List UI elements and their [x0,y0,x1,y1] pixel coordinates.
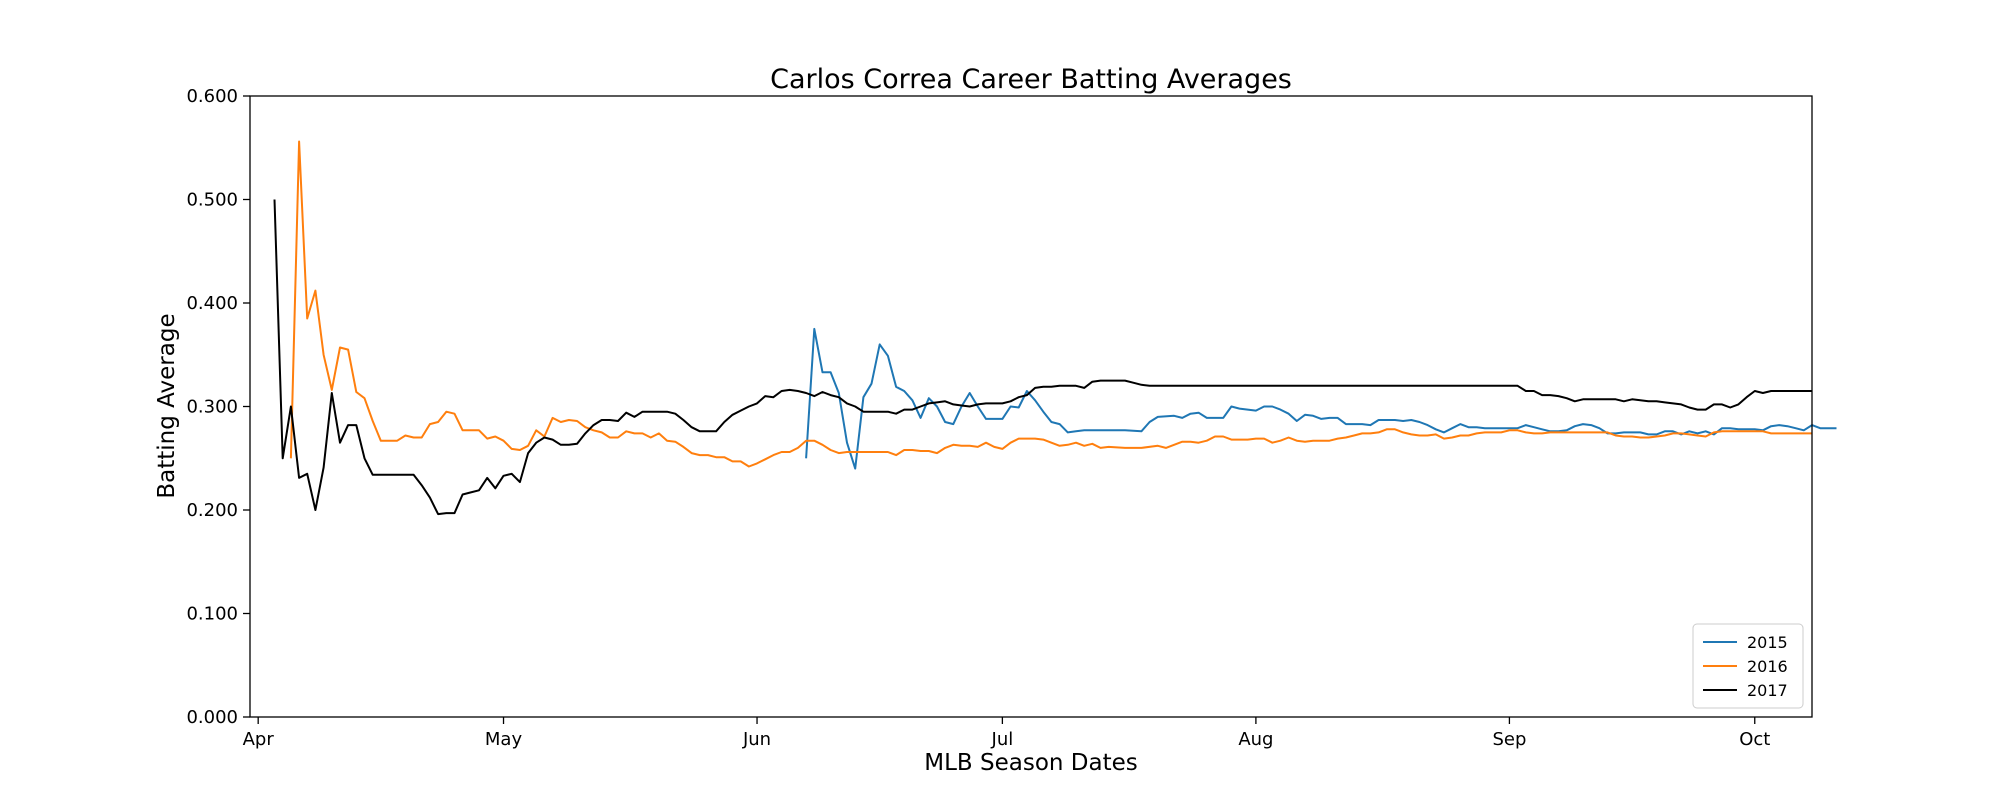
series-line-2017 [273,199,1812,516]
legend-label-2017: 2017 [1747,681,1788,700]
x-tick-label: Jul [991,729,1014,750]
y-tick-label: 0.600 [186,86,238,107]
y-tick-label: 0.100 [186,604,238,625]
legend-box [1692,623,1804,709]
x-tick-label: Jun [742,729,771,750]
x-tick-label: Oct [1739,729,1770,750]
y-tick-label: 0.300 [186,397,238,418]
plot-area [273,140,1837,516]
y-tick-label: 0.000 [186,707,238,728]
chart-title: Carlos Correa Career Batting Averages [770,64,1292,95]
series-line-2016 [289,140,1812,468]
legend: 2015 2016 2017 [1692,623,1804,709]
x-tick-label: Sep [1492,729,1526,750]
legend-label-2016: 2016 [1747,657,1788,676]
y-axis-label: Batting Average [154,313,180,498]
series-line-2015 [805,327,1837,470]
x-axis-label: MLB Season Dates [924,750,1138,776]
legend-label-2015: 2015 [1747,633,1788,652]
y-tick-label: 0.200 [186,500,238,521]
x-tick-label: Aug [1238,729,1273,750]
y-axis: 0.000 0.100 0.200 0.300 0.400 0.500 0.600 [186,86,250,728]
x-tick-label: May [485,729,523,750]
y-tick-label: 0.400 [186,293,238,314]
x-axis: Apr May Jun Jul Aug Sep Oct [243,717,1770,750]
y-tick-label: 0.500 [186,190,238,211]
x-tick-label: Apr [243,729,275,750]
